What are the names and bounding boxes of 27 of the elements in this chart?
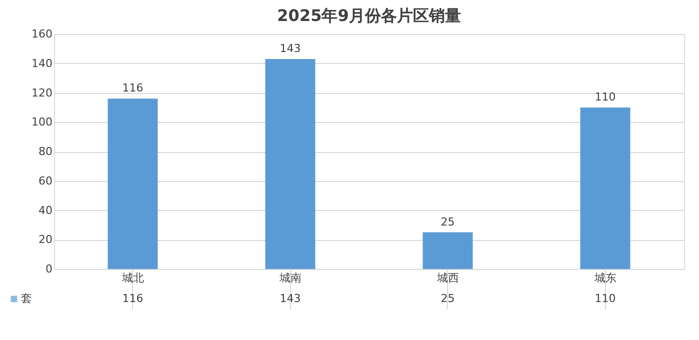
bar	[108, 98, 158, 269]
data-label: 110	[594, 292, 616, 305]
y-tick-label: 140	[32, 56, 52, 70]
y-tick-label: 120	[32, 86, 52, 100]
y-tick-label: 100	[32, 116, 52, 129]
annotation: 143	[280, 42, 301, 55]
legend-label: 套	[21, 292, 32, 305]
y-tick-label: 160	[32, 28, 52, 40]
x-tick-label: 城西	[436, 272, 459, 284]
annotation: 110	[594, 90, 616, 104]
data-label: 25	[440, 292, 455, 305]
x-tick-label: 城东	[593, 272, 616, 284]
y-tick-label: 0	[46, 262, 52, 276]
data-label: 116	[122, 292, 144, 305]
y-tick-label: 80	[38, 145, 52, 158]
annotation: 25	[440, 215, 455, 228]
x-tick-label: 城南	[278, 272, 302, 284]
x-tick-label: 城北	[120, 272, 144, 284]
y-tick-label: 40	[38, 204, 52, 217]
bar	[580, 107, 630, 269]
y-tick-label: 20	[38, 233, 52, 246]
bar	[265, 58, 316, 269]
bar	[422, 232, 473, 269]
data-label: 143	[280, 292, 301, 305]
y-tick-label: 60	[38, 174, 52, 188]
chart-title: 2025年9月份各片区销量	[277, 6, 461, 25]
annotation: 116	[122, 82, 144, 95]
